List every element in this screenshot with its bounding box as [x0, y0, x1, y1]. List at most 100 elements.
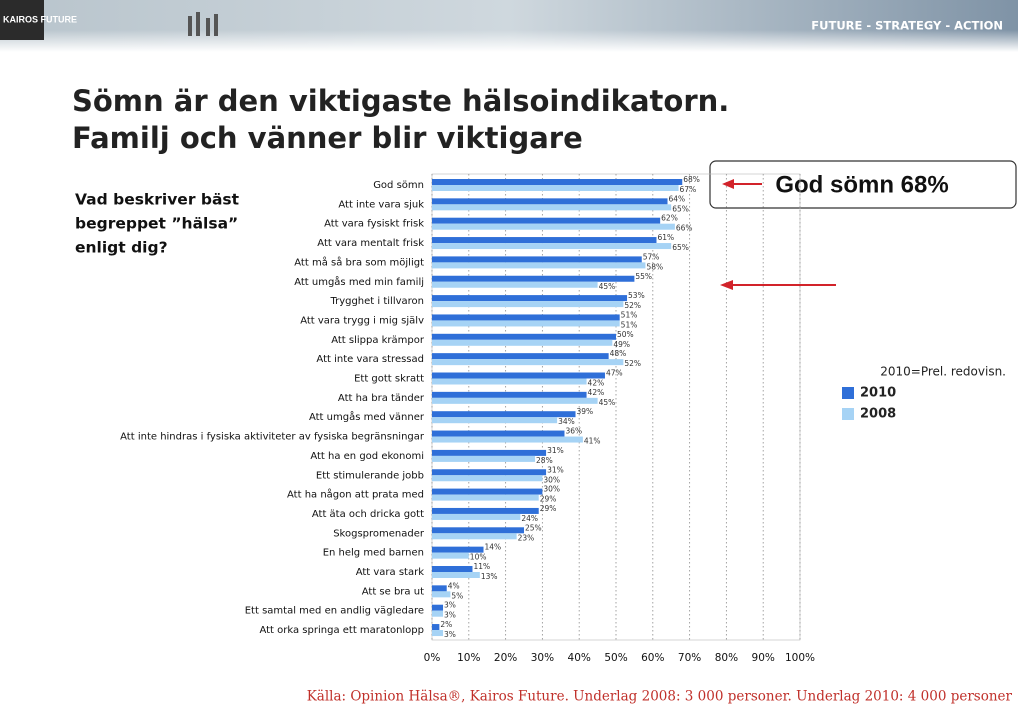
category-label: Att vara stark [356, 567, 425, 578]
value-label: 47% [606, 369, 623, 378]
bar [432, 256, 642, 262]
bar [432, 572, 480, 578]
value-label: 67% [680, 185, 697, 194]
bar [432, 450, 546, 456]
value-label: 3% [444, 601, 456, 610]
value-label: 62% [661, 214, 678, 223]
bar [432, 611, 443, 617]
category-label: Att vara mentalt frisk [317, 238, 424, 249]
value-label: 66% [676, 224, 693, 233]
bar [432, 262, 645, 268]
bar [432, 340, 612, 346]
note: 2010=Prel. redovisn. [880, 365, 1006, 379]
value-label: 41% [584, 437, 601, 446]
value-label: 45% [599, 282, 616, 291]
question: Vad beskriver bäst [75, 191, 240, 209]
value-label: 51% [621, 320, 638, 329]
category-label: Att se bra ut [362, 586, 424, 597]
value-label: 14% [485, 543, 502, 552]
value-label: 42% [588, 379, 605, 388]
value-label: 34% [558, 417, 575, 426]
bar [432, 224, 675, 230]
header-fade [0, 30, 1018, 52]
category-label: Ett gott skratt [354, 374, 424, 385]
bar [432, 456, 535, 462]
bar [432, 179, 682, 185]
bar [432, 469, 546, 475]
bar [432, 237, 656, 243]
value-label: 31% [547, 465, 564, 474]
x-tick-label: 70% [678, 652, 701, 664]
x-tick-label: 30% [531, 652, 554, 664]
category-label: Ett stimulerande jobb [316, 470, 424, 481]
title-line: Familj och vänner blir viktigare [72, 121, 583, 155]
slide: KAIROS FUTURE FUTURE - STRATEGY - ACTION… [0, 0, 1018, 713]
bar [432, 566, 472, 572]
category-label: Att äta och dricka gott [312, 509, 424, 520]
value-label: 2% [440, 620, 452, 629]
value-label: 52% [624, 359, 641, 368]
bar [432, 398, 598, 404]
value-label: 3% [444, 630, 456, 639]
value-label: 57% [643, 252, 660, 261]
logo: KAIROS FUTURE [3, 14, 77, 24]
value-label: 65% [672, 204, 689, 213]
value-label: 49% [613, 340, 630, 349]
x-tick-label: 0% [424, 652, 441, 664]
value-label: 52% [624, 301, 641, 310]
bar [432, 392, 587, 398]
x-tick-label: 10% [457, 652, 480, 664]
legend-swatch [842, 408, 854, 420]
bar [432, 495, 539, 501]
category-label: Att inte vara sjuk [338, 199, 424, 210]
value-label: 36% [565, 427, 582, 436]
legend-swatch [842, 387, 854, 399]
bar [432, 359, 623, 365]
value-label: 50% [617, 330, 634, 339]
value-label: 23% [518, 533, 535, 542]
x-tick-label: 100% [785, 652, 815, 664]
category-label: Att inte hindras i fysiska aktiviteter a… [120, 432, 425, 443]
bar [432, 314, 620, 320]
chart: 0%10%20%30%40%50%60%70%80%90%100%God söm… [120, 174, 815, 664]
bar [432, 514, 520, 520]
bar [432, 320, 620, 326]
bar [432, 334, 616, 340]
category-label: Trygghet i tillvaron [329, 296, 424, 307]
bar [432, 373, 605, 379]
title-line: Sömn är den viktigaste hälsoindikatorn. [72, 84, 729, 118]
x-tick-label: 50% [604, 652, 627, 664]
value-label: 28% [536, 456, 553, 465]
category-label: Att ha bra tänder [338, 393, 425, 404]
x-tick-label: 90% [752, 652, 775, 664]
bar [432, 527, 524, 533]
value-label: 24% [521, 514, 538, 523]
bar [432, 630, 443, 636]
value-label: 13% [481, 572, 498, 581]
value-label: 25% [525, 523, 542, 532]
value-label: 5% [451, 591, 463, 600]
value-label: 42% [588, 388, 605, 397]
bar [432, 624, 439, 630]
question: begreppet ”hälsa” [75, 215, 238, 233]
bar [432, 198, 668, 204]
category-label: Att ha en god ekonomi [310, 451, 424, 462]
x-tick-label: 40% [568, 652, 591, 664]
legend-label: 2010 [860, 386, 896, 401]
bar [432, 431, 564, 437]
legend-label: 2008 [860, 407, 896, 422]
bar [432, 437, 583, 443]
x-tick-label: 60% [641, 652, 664, 664]
source: Källa: Opinion Hälsa®, Kairos Future. Un… [307, 689, 1013, 705]
bar [432, 591, 450, 597]
tagline: FUTURE - STRATEGY - ACTION [811, 19, 1003, 33]
bar [432, 218, 660, 224]
value-label: 11% [473, 562, 490, 571]
bar [432, 185, 679, 191]
category-label: Att slippa krämpor [331, 335, 425, 346]
bar [432, 417, 557, 423]
value-label: 55% [635, 272, 652, 281]
x-tick-label: 20% [494, 652, 517, 664]
bar [432, 533, 517, 539]
bar [432, 489, 542, 495]
